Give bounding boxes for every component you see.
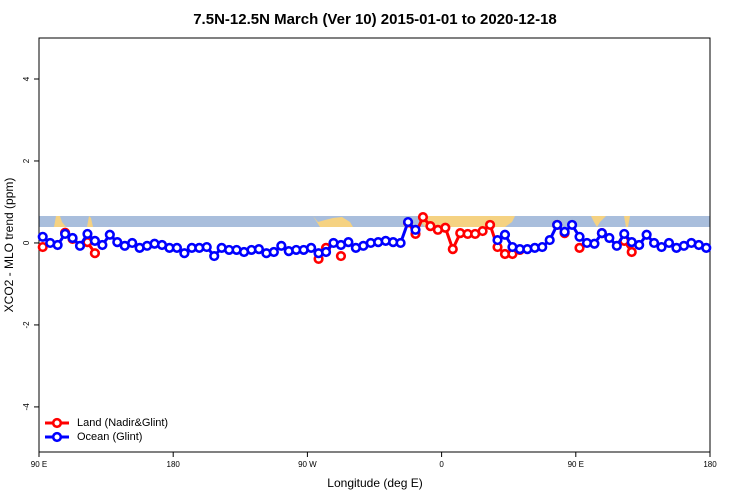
point bbox=[626, 246, 637, 258]
land-strip bbox=[39, 216, 710, 227]
point bbox=[268, 246, 279, 258]
x-tick-label: 90 E bbox=[31, 460, 47, 469]
point bbox=[276, 240, 287, 251]
point bbox=[537, 241, 548, 253]
point bbox=[179, 248, 190, 259]
point bbox=[82, 228, 93, 240]
y-tick-label: -4 bbox=[22, 403, 31, 411]
x-tick-label: 180 bbox=[703, 460, 717, 469]
y-tick-label: 0 bbox=[22, 240, 31, 245]
point bbox=[574, 242, 585, 253]
point bbox=[37, 231, 48, 242]
point bbox=[343, 237, 354, 248]
point bbox=[499, 229, 511, 240]
point bbox=[596, 228, 607, 239]
legend: Land (Nadir&Glint) Ocean (Glint) bbox=[45, 417, 168, 443]
point bbox=[417, 212, 429, 223]
point bbox=[611, 240, 622, 251]
point bbox=[619, 228, 630, 240]
point bbox=[253, 243, 265, 255]
point bbox=[641, 229, 652, 240]
point bbox=[492, 234, 503, 246]
land-shape bbox=[87, 216, 93, 227]
point bbox=[306, 242, 317, 253]
y-tick-label: 4 bbox=[22, 76, 31, 81]
point bbox=[574, 231, 585, 242]
legend-marker bbox=[51, 431, 63, 443]
point bbox=[52, 239, 63, 251]
point bbox=[89, 235, 101, 247]
point bbox=[425, 221, 436, 232]
point bbox=[335, 250, 347, 262]
land-shape bbox=[591, 216, 606, 227]
x-axis-title: Longitude (deg E) bbox=[327, 476, 422, 490]
x-tick-label: 90 W bbox=[298, 460, 317, 469]
x-tick-label: 90 E bbox=[568, 460, 584, 469]
point bbox=[209, 250, 220, 262]
point bbox=[89, 248, 101, 259]
point bbox=[37, 241, 48, 253]
point bbox=[59, 228, 71, 240]
point bbox=[477, 225, 488, 237]
point bbox=[589, 238, 600, 249]
y-axis-title: XCO2 - MLO trend (ppm) bbox=[2, 178, 16, 313]
x-tick-label: 0 bbox=[439, 460, 444, 469]
legend-label: Land (Nadir&Glint) bbox=[77, 417, 168, 429]
point bbox=[97, 239, 108, 251]
legend-label: Ocean (Glint) bbox=[77, 431, 142, 443]
point bbox=[701, 242, 712, 253]
point bbox=[171, 242, 183, 253]
point bbox=[440, 222, 451, 233]
point bbox=[447, 243, 458, 255]
point bbox=[552, 219, 563, 231]
point bbox=[395, 237, 406, 249]
land-shape bbox=[624, 216, 630, 227]
point bbox=[74, 240, 86, 251]
point bbox=[112, 237, 123, 248]
y-tick-label: 2 bbox=[22, 158, 31, 163]
strip-ocean bbox=[39, 216, 710, 227]
land-shape bbox=[313, 216, 353, 227]
point bbox=[127, 237, 138, 249]
land-shape bbox=[54, 216, 66, 227]
y-tick-label: -2 bbox=[22, 321, 31, 329]
point bbox=[648, 237, 660, 249]
point bbox=[104, 229, 115, 240]
point bbox=[663, 237, 675, 249]
point bbox=[544, 234, 555, 246]
point bbox=[484, 219, 496, 231]
point bbox=[201, 241, 212, 253]
point bbox=[410, 224, 421, 235]
point bbox=[559, 226, 570, 237]
point bbox=[656, 241, 667, 253]
point bbox=[604, 232, 615, 244]
legend-marker bbox=[51, 417, 63, 429]
series bbox=[37, 216, 712, 262]
x-tick-label: 180 bbox=[167, 460, 181, 469]
chart-title: 7.5N-12.5N March (Ver 10) 2015-01-01 to … bbox=[193, 11, 557, 28]
point bbox=[566, 219, 578, 231]
point bbox=[320, 246, 332, 258]
point bbox=[67, 232, 78, 244]
point bbox=[634, 239, 645, 251]
point bbox=[402, 216, 414, 228]
